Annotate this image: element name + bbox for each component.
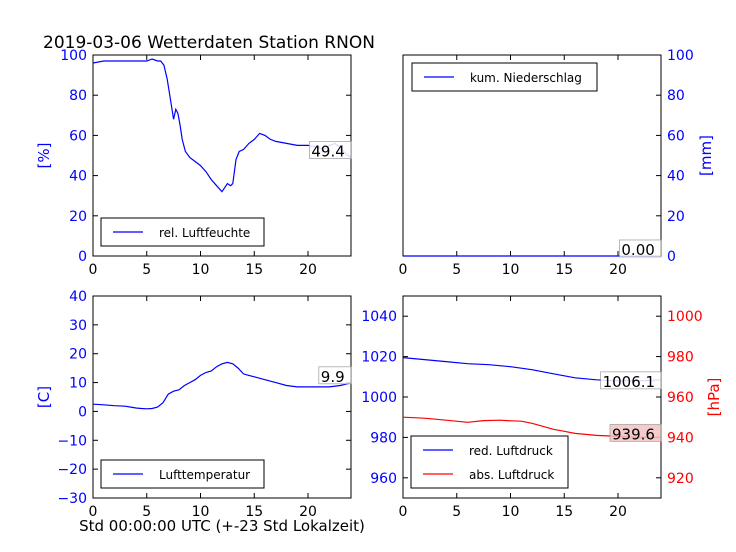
series-line [402,416,661,438]
series-line [92,361,352,410]
x-tick-label: 0 [89,504,98,520]
x-tick-label: 0 [399,504,408,520]
y-tick-label: 60 [667,128,685,144]
x-tick-label: 5 [452,504,461,520]
y-tick-label: 40 [667,169,685,185]
panel-temperature: 0 5 10 15 20 −30 −20 −10 0 10 20 30 40 [C] Lufttempera… [35,289,352,520]
y2-tick-label: 940 [667,430,694,446]
x-tick-label: 15 [555,504,573,520]
current-value-label: 1006.1 [603,373,656,391]
y2-tick-label: 1000 [667,309,703,325]
current-value-label-2-box [609,423,662,442]
y-axis-label: [mm] [697,135,715,176]
y-tick-label: 0 [78,249,87,265]
y-tick-label: 1020 [361,350,397,366]
legend-label: red. Luftdruck [469,444,553,458]
panel-humidity: 0 5 10 15 20 0 20 40 60 80 100 [%] rel. Luftfeuchte 4… [35,48,352,278]
current-value-label-box [318,366,352,385]
x-tick-label: 10 [502,504,520,520]
y-tick-label: 1000 [361,390,397,406]
x-tick-label: 10 [502,262,520,278]
legend-label: abs. Luftdruck [469,468,554,482]
current-value-label-box [619,239,662,258]
x-tick-label: 5 [142,262,151,278]
y-tick-label: 0 [667,249,676,265]
y-tick-label: 100 [60,48,87,64]
y2-axis-label: [hPa] [705,378,723,417]
panel-precipitation: 0 5 10 15 20 0 20 40 60 80 100 [mm] kum. Niederschla… [399,48,715,278]
chart-title: 2019-03-06 Wetterdaten Station RNON [43,33,375,53]
x-tick-label: 10 [192,504,210,520]
y2-tick-label: 980 [667,350,694,366]
panel-pressure: 0 5 10 15 20 960 980 1000 1020 1040 920 940 960 980 10… [361,295,723,520]
x-tick-label: 20 [299,504,317,520]
y2-tick-label: 920 [667,471,694,487]
y-tick-label: 1040 [361,309,397,325]
y-tick-label: −20 [57,462,87,478]
x-tick-label: 15 [555,262,573,278]
x-tick-label: 15 [245,504,263,520]
y-tick-label: 10 [69,376,87,392]
y-tick-label: 40 [69,289,87,305]
x-tick-label: 15 [245,262,263,278]
y-tick-label: 60 [69,128,87,144]
y-tick-label: 40 [69,169,87,185]
y-tick-label: 80 [69,88,87,104]
y-tick-label: 30 [69,318,87,334]
y-tick-label: 20 [667,209,685,225]
current-value-label: 9.9 [321,368,345,386]
y-tick-label: −30 [57,491,87,507]
y2-tick-label: 960 [667,390,694,406]
current-value-label-box [600,371,662,390]
current-value-label: 49.4 [311,142,344,160]
current-value-label-box [308,141,352,159]
y-tick-label: −10 [57,433,87,449]
y-tick-label: 980 [370,430,397,446]
x-tick-label: 20 [299,262,317,278]
y-axis-label: [C] [35,386,53,408]
legend-label: Lufttemperatur [159,468,250,482]
current-value-label-2: 939.6 [612,425,655,443]
legend-label: kum. Niederschlag [470,71,582,85]
y-tick-label: 20 [69,209,87,225]
x-tick-label: 5 [452,262,461,278]
y-tick-label: 100 [667,48,694,64]
current-value-label: 0.00 [621,241,654,259]
x-tick-label: 0 [89,262,98,278]
y-tick-label: 0 [78,404,87,420]
x-tick-label: 10 [192,262,210,278]
x-tick-label: 20 [609,262,627,278]
x-tick-label: 20 [609,504,627,520]
series-line [92,58,352,193]
x-axis-label: Std 00:00:00 UTC (+-23 Std Lokalzeit) [79,517,365,535]
plot-frame [92,295,352,499]
x-tick-label: 5 [142,504,151,520]
legend-box [410,435,569,489]
x-tick-label: 0 [399,262,408,278]
y-tick-label: 20 [69,347,87,363]
y-tick-label: 80 [667,88,685,104]
y-tick-label: 960 [370,471,397,487]
y-axis-label: [%] [35,143,53,169]
legend-label: rel. Luftfeuchte [159,226,250,240]
